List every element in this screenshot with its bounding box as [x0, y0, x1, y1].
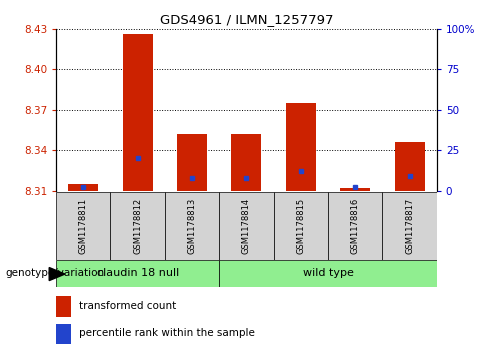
Text: GSM1178811: GSM1178811 [79, 198, 88, 254]
Bar [56, 296, 71, 317]
Text: GSM1178813: GSM1178813 [187, 198, 197, 254]
Bar [231, 134, 262, 191]
Text: genotype/variation: genotype/variation [5, 268, 104, 278]
Bar [177, 134, 207, 191]
Bar [274, 192, 328, 260]
Bar [68, 184, 98, 191]
Bar [219, 192, 274, 260]
Text: claudin 18 null: claudin 18 null [97, 268, 179, 278]
Bar [340, 188, 370, 191]
Text: wild type: wild type [303, 268, 353, 278]
Bar [110, 192, 165, 260]
Bar [219, 260, 437, 287]
Text: GSM1178816: GSM1178816 [351, 198, 360, 254]
Bar [328, 192, 383, 260]
Bar [165, 192, 219, 260]
Text: transformed count: transformed count [79, 301, 176, 311]
Bar [395, 142, 425, 191]
Text: GSM1178815: GSM1178815 [296, 198, 305, 254]
Bar [383, 192, 437, 260]
Bar [56, 260, 219, 287]
Text: GSM1178812: GSM1178812 [133, 198, 142, 254]
Bar [56, 323, 71, 344]
Bar [123, 34, 153, 191]
Title: GDS4961 / ILMN_1257797: GDS4961 / ILMN_1257797 [160, 13, 333, 26]
Bar [286, 103, 316, 191]
Text: GSM1178814: GSM1178814 [242, 198, 251, 254]
Text: GSM1178817: GSM1178817 [405, 198, 414, 254]
Bar [56, 192, 110, 260]
Polygon shape [49, 268, 65, 281]
Text: percentile rank within the sample: percentile rank within the sample [79, 329, 255, 338]
